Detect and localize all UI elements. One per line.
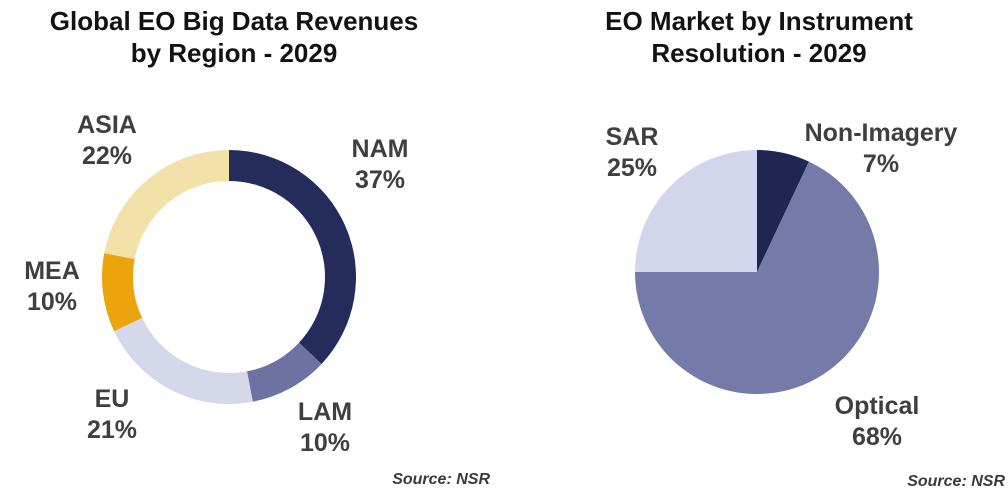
donut-segment-nam — [229, 150, 357, 364]
label-optical-name: Optical — [834, 392, 920, 420]
left-source-note: Source: NSR — [392, 471, 490, 488]
donut-segment-asia — [104, 150, 229, 260]
right-chart-title: EO Market by Instrument Resolution - 202… — [529, 5, 989, 69]
label-optical: Optical 68% — [817, 391, 937, 453]
label-eu-pct: 21% — [86, 416, 138, 444]
donut-segment-lam — [246, 342, 322, 402]
label-non-imagery: Non-Imagery 7% — [791, 118, 971, 180]
label-mea-pct: 10% — [26, 288, 78, 316]
left-chart-title-line2: by Region - 2029 — [130, 38, 338, 68]
label-asia: ASIA 22% — [47, 110, 167, 172]
label-lam: LAM 10% — [265, 397, 385, 459]
label-lam-pct: 10% — [299, 429, 351, 457]
label-mea-name: MEA — [24, 257, 80, 285]
right-chart-title-line1: EO Market by Instrument — [605, 6, 913, 36]
pie-chart-resolution — [635, 150, 879, 394]
right-source-note: Source: NSR — [907, 473, 1005, 490]
label-optical-pct: 68% — [851, 423, 903, 451]
label-lam-name: LAM — [297, 398, 353, 426]
label-eu: EU 21% — [52, 384, 172, 446]
label-asia-pct: 22% — [81, 142, 133, 170]
pie-slice-sar — [635, 150, 757, 272]
label-sar-name: SAR — [605, 123, 659, 151]
label-nam: NAM 37% — [320, 134, 440, 196]
pie-slice-non-imagery — [757, 150, 809, 272]
label-sar-pct: 25% — [606, 154, 658, 182]
label-mea: MEA 10% — [2, 256, 102, 318]
left-chart-title-line1: Global EO Big Data Revenues — [49, 6, 419, 36]
label-sar: SAR 25% — [572, 122, 692, 184]
label-non-imagery-name: Non-Imagery — [804, 119, 958, 147]
left-chart-title: Global EO Big Data Revenues by Region - … — [4, 5, 464, 69]
label-asia-name: ASIA — [77, 111, 137, 139]
label-nam-pct: 37% — [354, 166, 406, 194]
donut-segment-mea — [102, 253, 143, 332]
donut-chart-regions — [102, 150, 357, 404]
donut-segment-eu — [114, 317, 253, 404]
right-chart-title-line2: Resolution - 2029 — [651, 38, 867, 68]
label-nam-name: NAM — [351, 135, 409, 163]
label-non-imagery-pct: 7% — [862, 150, 900, 178]
pie-slice-optical — [635, 161, 879, 394]
label-eu-name: EU — [94, 385, 130, 413]
